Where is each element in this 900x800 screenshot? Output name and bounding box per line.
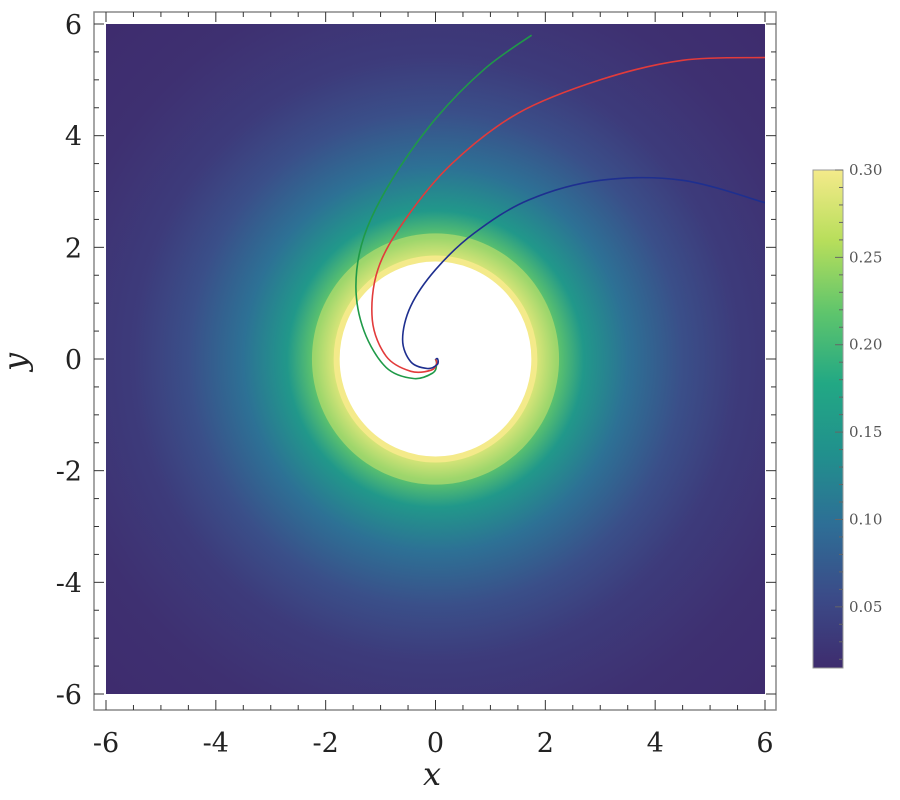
y-axis-title: y bbox=[0, 352, 34, 373]
colorbar-gradient bbox=[812, 169, 844, 669]
plot-area bbox=[93, 11, 777, 711]
x-axis-title: x bbox=[423, 755, 441, 793]
colorbar-tick-label: 0.30 bbox=[849, 161, 882, 179]
colorbar-tick-label: 0.05 bbox=[849, 598, 882, 616]
colorbar-tick-label: 0.20 bbox=[849, 336, 882, 354]
colorbar-tick-label: 0.25 bbox=[849, 248, 882, 266]
y-axis-ticks: -6 -4 -2 0 2 4 6 bbox=[56, 10, 776, 711]
x-tick-label: -2 bbox=[313, 728, 339, 759]
x-tick-label: -4 bbox=[203, 728, 229, 759]
x-tick-label: -6 bbox=[93, 728, 119, 759]
y-tick-label: 6 bbox=[65, 10, 82, 41]
x-tick-label: 4 bbox=[647, 728, 664, 759]
y-tick-label: 0 bbox=[65, 345, 82, 376]
x-tick-label: 6 bbox=[756, 728, 773, 759]
trajectories bbox=[355, 34, 765, 380]
colorbar-tick-label: 0.10 bbox=[849, 510, 882, 528]
colorbar-ticks: 0.05 0.10 0.15 0.20 0.25 0.30 bbox=[835, 161, 882, 660]
colorbar-tick-label: 0.15 bbox=[849, 423, 882, 441]
y-tick-label: 2 bbox=[65, 233, 82, 264]
x-tick-label: 0 bbox=[427, 728, 444, 759]
y-tick-label: -6 bbox=[56, 680, 82, 711]
y-tick-label: -4 bbox=[56, 568, 82, 599]
y-tick-label: 4 bbox=[65, 122, 82, 153]
trajectory-line-1 bbox=[355, 34, 533, 380]
colorbar: 0.05 0.10 0.15 0.20 0.25 0.30 bbox=[812, 161, 882, 669]
trajectory-line-2 bbox=[371, 56, 765, 374]
y-tick-label: -2 bbox=[56, 457, 82, 488]
x-tick-label: 2 bbox=[537, 728, 554, 759]
trajectory-line-3 bbox=[401, 176, 765, 370]
x-axis-ticks: -6 -4 -2 0 2 4 6 bbox=[93, 12, 774, 759]
